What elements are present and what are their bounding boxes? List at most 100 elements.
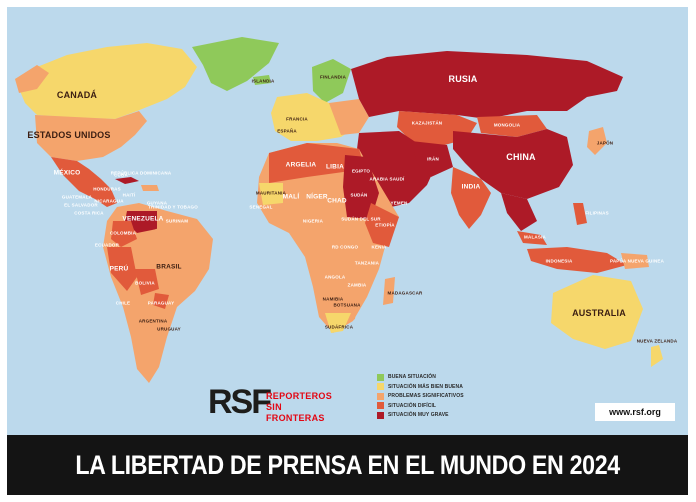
- title-banner: LA LIBERTAD DE PRENSA EN EL MUNDO EN 202…: [7, 435, 688, 495]
- legend-label: SITUACIÓN MÁS BIEN BUENA: [388, 383, 463, 390]
- label-canada: CANADÁ: [56, 90, 98, 100]
- region-egypt-sudan: [343, 155, 379, 219]
- label-tanzania: TANZANIA: [354, 260, 380, 266]
- label-australia: AUSTRALIA: [572, 308, 626, 318]
- region-malaysia: [517, 231, 547, 245]
- label-malasia: MALASIA: [524, 234, 546, 240]
- label-iran: IRÁN: [427, 156, 439, 162]
- legend-swatch-difficult: [377, 402, 384, 409]
- region-australia: [551, 275, 643, 349]
- region-greenland: [192, 37, 279, 91]
- label-india: INDIA: [461, 183, 481, 191]
- legend-swatch-good: [377, 373, 384, 381]
- label-rep-dominicana: REPÚBLICA DOMINICANA: [110, 170, 172, 176]
- label-congo: RD CONGO: [331, 244, 359, 250]
- region-iran: [411, 141, 453, 177]
- label-francia: FRANCIA: [286, 116, 308, 122]
- region-russia: [351, 51, 623, 119]
- label-argelia: ARGELIA: [285, 161, 317, 169]
- label-mauritania: MAURITANIA: [255, 190, 287, 196]
- label-uruguay: URUGUAY: [157, 326, 181, 332]
- label-chile: CHILE: [115, 300, 131, 306]
- label-madagascar: MADAGASCAR: [387, 290, 423, 296]
- label-bolivia: BOLIVIA: [135, 280, 155, 286]
- label-mexico: MÉXICO: [53, 169, 81, 177]
- label-japon: JAPÓN: [596, 140, 614, 146]
- legend-swatch-satisfactory: [377, 383, 384, 390]
- region-indonesia: [527, 247, 627, 273]
- region-china: [453, 129, 573, 199]
- label-angola: ANGOLA: [324, 274, 346, 280]
- label-china: CHINA: [506, 152, 536, 162]
- region-europe-west: [271, 93, 359, 141]
- region-peru: [107, 247, 137, 291]
- label-colombia: COLOMBIA: [109, 230, 137, 236]
- region-madagascar: [383, 277, 395, 305]
- region-europe-east: [329, 99, 369, 135]
- region-mexico: [51, 157, 117, 207]
- page-title: LA LIBERTAD DE PRENSA EN EL MUNDO EN 202…: [75, 449, 620, 480]
- legend-label: SITUACIÓN DIFÍCIL: [388, 402, 437, 409]
- world-map-shapes: [15, 37, 663, 383]
- label-paraguay: PARAGUAY: [147, 300, 175, 306]
- label-sudafrica: SUDÁFRICA: [324, 324, 354, 330]
- label-kazajstan: KAZAJISTÁN: [411, 120, 443, 126]
- label-mongolia: MONGOLIA: [493, 122, 521, 128]
- label-nicaragua: NICARAGUA: [94, 198, 124, 204]
- region-north-africa: [269, 143, 365, 183]
- label-niger: NÍGER: [306, 193, 328, 201]
- label-venezuela: VENEZUELA: [122, 215, 164, 223]
- region-new-zealand: [651, 345, 663, 367]
- rsf-name-line1: REPORTEROS: [266, 391, 333, 401]
- label-zambia: ZAMBIA: [347, 282, 367, 288]
- label-rusia: RUSIA: [448, 74, 478, 84]
- region-paraguay: [153, 293, 169, 309]
- label-indonesia: INDONESIA: [545, 258, 573, 264]
- label-islandia: ISLANDIA: [251, 78, 275, 84]
- region-papua: [621, 253, 649, 269]
- region-alaska: [15, 65, 49, 93]
- label-usa: ESTADOS UNIDOS: [27, 130, 111, 140]
- region-east-africa: [365, 203, 399, 247]
- region-cuba: [115, 177, 139, 184]
- region-canada: [15, 43, 197, 119]
- label-trinidad: TRINIDAD Y TOBAGO: [148, 204, 198, 210]
- label-namibia: NAMIBIA: [322, 296, 344, 302]
- label-nueva-zelanda: NUEVA ZELANDA: [636, 338, 678, 344]
- world-map: CANADÁ ESTADOS UNIDOS MÉXICO CUBA HONDUR…: [7, 7, 688, 435]
- rsf-name-line2: SIN FRONTERAS: [266, 402, 325, 423]
- website-url[interactable]: www.rsf.org: [595, 403, 675, 421]
- legend-label: SITUACIÓN MUY GRAVE: [388, 412, 449, 418]
- label-espana: ESPAÑA: [277, 128, 297, 134]
- region-philippines: [573, 203, 587, 225]
- map-legend: BUENA SITUACIÓN SITUACIÓN MÁS BIEN BUENA…: [377, 373, 464, 421]
- label-nigeria: NIGERIA: [302, 218, 324, 224]
- region-japan: [587, 127, 607, 155]
- legend-swatch-very-serious: [377, 411, 384, 419]
- region-mongolia: [477, 115, 547, 137]
- region-scandinavia: [312, 59, 351, 103]
- label-costa-rica: COSTA RICA: [74, 210, 104, 216]
- label-brasil: BRASIL: [156, 263, 182, 271]
- label-arabia: ARABIA SAUDÍ: [369, 176, 405, 182]
- label-libia: LIBIA: [326, 163, 344, 171]
- region-se-asia: [501, 193, 537, 231]
- legend-label: BUENA SITUACIÓN: [388, 374, 436, 380]
- label-haiti: HAITÍ: [122, 192, 136, 198]
- label-guyana: GUYANA: [146, 200, 168, 206]
- region-mauritania: [259, 183, 283, 205]
- label-papua: PAPÚA NUEVA GUINEA: [609, 258, 665, 264]
- label-yemen: YEMEN: [390, 200, 408, 206]
- label-guatemala: GUATEMALA: [61, 194, 93, 200]
- region-bolivia: [135, 269, 159, 295]
- label-finlandia: FINLANDIA: [319, 74, 347, 80]
- region-india: [451, 167, 491, 229]
- region-caribbean: [141, 185, 159, 191]
- region-colombia: [111, 221, 137, 247]
- region-south-africa-tip: [325, 313, 351, 333]
- rsf-logo-name: REPORTEROS SIN FRONTERAS: [266, 391, 332, 424]
- label-chad: CHAD: [327, 197, 347, 205]
- label-honduras: HONDURAS: [93, 186, 121, 192]
- label-etiopia: ETIOPÍA: [375, 222, 395, 228]
